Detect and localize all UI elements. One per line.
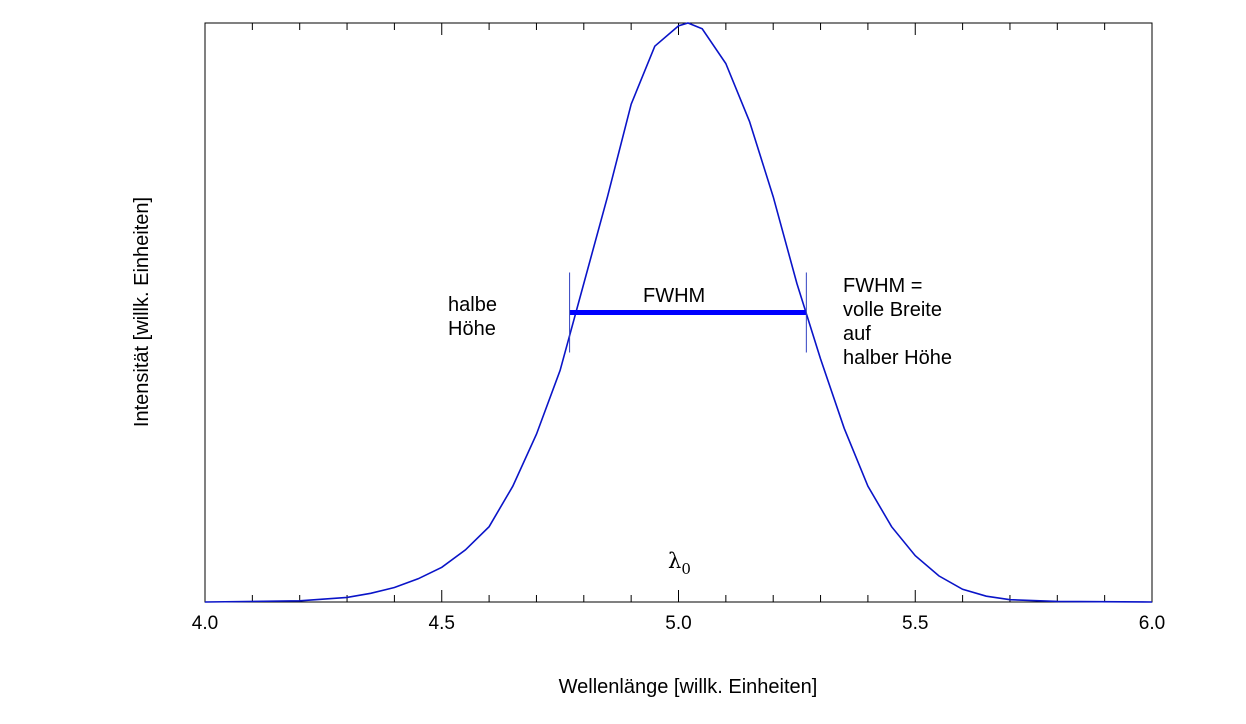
intensity-curve <box>204 22 1153 603</box>
y-axis-label: Intensität [willk. Einheiten] <box>131 197 153 427</box>
half-height-label-line2: Höhe <box>448 318 496 340</box>
fwhm-label: FWHM <box>643 285 705 307</box>
fwhm-definition-line4: halber Höhe <box>843 347 952 369</box>
x-tick-label: 5.5 <box>902 613 928 634</box>
half-height-label-line1: halbe <box>448 294 497 316</box>
x-tick-label: 4.5 <box>429 613 455 634</box>
x-axis-tick-labels: 4.0 4.5 5.0 5.5 6.0 <box>192 613 1165 634</box>
x-axis-label: Wellenlänge [willk. Einheiten] <box>559 676 818 698</box>
fwhm-definition-line3: auf <box>843 323 871 345</box>
fwhm-definition-line2: volle Breite <box>843 299 942 321</box>
peak-lambda-symbol: λ <box>668 549 681 573</box>
fwhm-definition-line1: FWHM = <box>843 275 922 297</box>
peak-wavelength-label: λ0 <box>668 549 691 578</box>
x-axis-ticks <box>204 23 1153 602</box>
peak-lambda-subscript: 0 <box>681 560 691 578</box>
x-tick-label: 4.0 <box>192 613 218 634</box>
x-tick-label: 5.0 <box>665 613 691 634</box>
x-tick-label: 6.0 <box>1139 613 1165 634</box>
